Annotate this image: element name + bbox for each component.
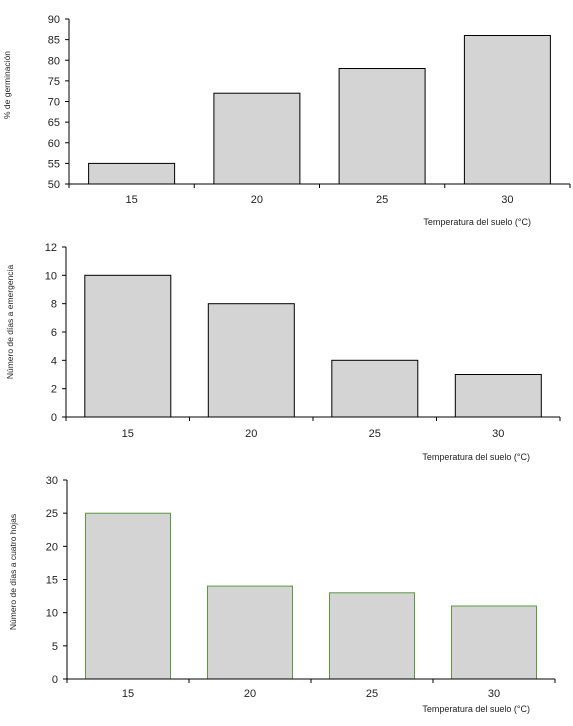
x-tick-label: 25 <box>369 428 381 440</box>
bar-15 <box>88 162 176 185</box>
x-tick-label: 30 <box>501 194 513 206</box>
bar-25 <box>338 68 426 185</box>
x-tick-label: 20 <box>251 194 263 206</box>
bar-30 <box>463 35 551 185</box>
bar-15 <box>84 274 172 418</box>
bar-15 <box>85 512 171 680</box>
y-tick-label: 2 <box>51 384 57 396</box>
y-tick-label: 15 <box>46 575 58 587</box>
x-axis-label: Temperatura del suelo (°C) <box>423 217 531 227</box>
y-tick-label: 4 <box>51 355 57 367</box>
bar-30 <box>451 605 537 680</box>
y-tick-label: 10 <box>45 270 57 282</box>
x-tick-label: 25 <box>366 688 378 700</box>
y-tick-label: 0 <box>51 412 57 424</box>
y-tick-label: 12 <box>45 242 57 254</box>
y-tick-label: 65 <box>48 117 60 129</box>
y-tick-label: 80 <box>48 55 60 67</box>
y-tick-label: 50 <box>48 179 60 191</box>
y-tick-label: 0 <box>52 674 58 686</box>
y-tick-label: 10 <box>46 608 58 620</box>
y-tick-label: 6 <box>51 327 57 339</box>
x-tick-label: 20 <box>244 688 256 700</box>
bar-20 <box>207 585 293 680</box>
bar-25 <box>331 359 419 418</box>
y-tick-label: 75 <box>48 76 60 88</box>
x-tick-label: 15 <box>122 428 134 440</box>
x-tick-label: 20 <box>245 428 257 440</box>
y-tick-label: 30 <box>46 475 58 487</box>
four-leaves-chart: 0 5 10 15 20 25 30 15 20 25 30 Temperatura del suel… <box>8 475 556 714</box>
x-tick-label: 15 <box>122 688 134 700</box>
x-tick-label: 30 <box>488 688 500 700</box>
x-axis-label: Temperatura del suelo (°C) <box>422 452 530 462</box>
bar-20 <box>213 92 301 185</box>
x-tick-label: 25 <box>376 194 388 206</box>
y-tick-label: 25 <box>46 508 58 520</box>
y-tick-label: 60 <box>48 138 60 150</box>
y-tick-label: 70 <box>48 97 60 109</box>
y-axis-label: Número de días a emergencia <box>5 265 15 380</box>
y-axis-label: Número de días a cuatro hojas <box>8 514 18 630</box>
y-tick-label: 55 <box>48 158 60 170</box>
x-tick-label: 15 <box>126 194 138 206</box>
bar-30 <box>454 374 542 418</box>
emergence-chart: 0 2 4 6 8 10 12 15 20 25 30 Temperatura del suelo (… <box>5 242 561 462</box>
y-tick-label: 85 <box>48 35 60 47</box>
y-tick-label: 5 <box>52 641 58 653</box>
y-axis-label: % de germinación <box>2 51 12 119</box>
x-axis-label: Temperatura del suelo (°C) <box>422 704 530 714</box>
bar-25 <box>329 592 415 680</box>
y-tick-label: 90 <box>48 14 60 26</box>
germination-chart: 50 55 60 65 70 75 80 85 90 15 20 25 30 Temperatura de… <box>2 14 571 227</box>
y-tick-label: 8 <box>51 299 57 311</box>
y-tick-label: 20 <box>46 541 58 553</box>
x-tick-label: 30 <box>492 428 504 440</box>
bar-20 <box>207 303 295 418</box>
